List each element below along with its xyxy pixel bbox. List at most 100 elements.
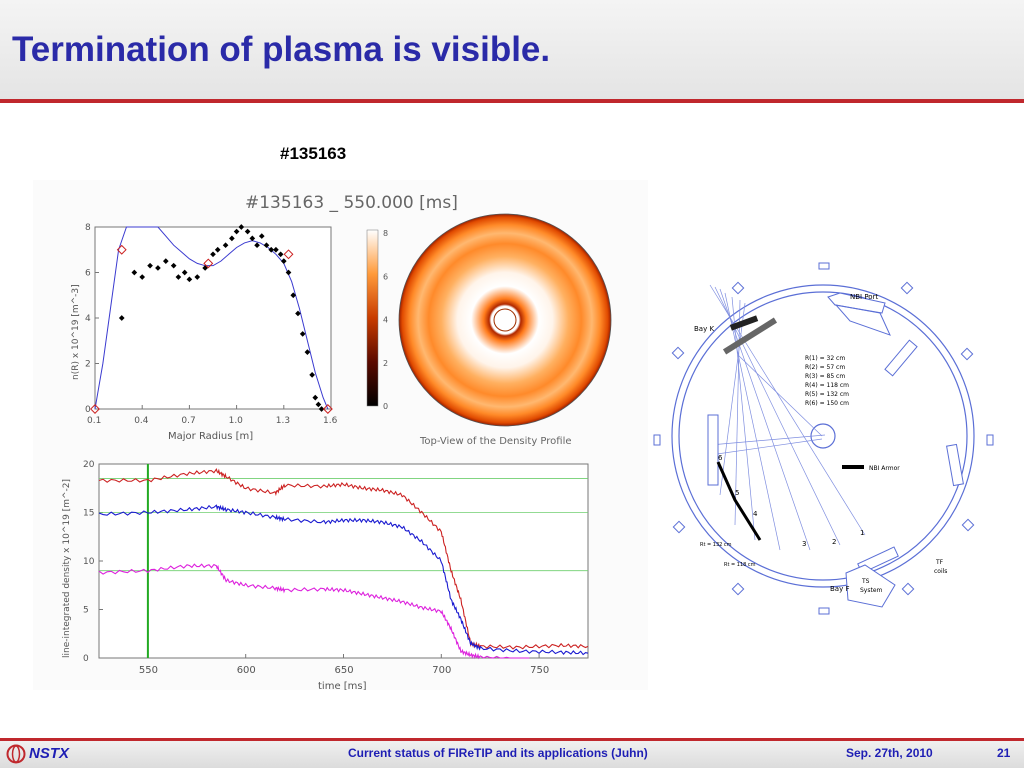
profile-data-point (131, 269, 138, 276)
title-bar (0, 0, 1024, 100)
colorbar-tick-label: 4 (383, 316, 388, 325)
nbi-armor-label: NBI Armor (869, 465, 900, 472)
density-figure: #135163 _ 550.000 [ms] 0.1 0.4 0.7 1.0 1.3 1.… (33, 180, 648, 690)
radius-legend-4: R(4) = 118 cm (805, 382, 849, 389)
tokamak-chord-diagram: NBI Port Bay K R(1) = 32 cm R(2) = 57 cm… (653, 262, 994, 615)
profile-data-point (162, 258, 169, 264)
profile-ytick-label: 8 (85, 223, 91, 233)
profile-xtick-label: 0.4 (134, 416, 149, 426)
chord-number-3: 3 (802, 540, 806, 548)
trace-xtick-label: 550 (139, 665, 158, 676)
colorbar-tick-label: 8 (383, 229, 388, 238)
profile-data-point (210, 251, 216, 258)
profile-data-point (139, 274, 146, 280)
title-divider (0, 99, 1024, 103)
nstx-logo-text: NSTX (29, 745, 70, 762)
trace-xtick-label: 750 (530, 665, 549, 676)
profile-data-point (304, 349, 311, 355)
profile-data-point (290, 292, 297, 299)
profile-data-point (181, 269, 188, 276)
profile-ytick-label: 0 (85, 405, 91, 415)
density-trace-line (98, 563, 530, 660)
radius-legend-5: R(5) = 132 cm (805, 391, 849, 398)
profile-data-point (194, 274, 201, 280)
bay-k-label: Bay K (694, 325, 714, 333)
trace-xtick-label: 650 (335, 665, 354, 676)
profile-data-point (268, 246, 275, 253)
rt-118-label: Rt = 118 cm (724, 562, 756, 568)
figure-header: #135163 _ 550.000 [ms] (245, 193, 458, 213)
profile-data-point (277, 251, 284, 258)
profile-data-point (299, 331, 306, 337)
profile-ytick-label: 6 (85, 269, 91, 279)
chord-endpoint-arc (716, 461, 762, 541)
radius-legend-3: R(3) = 85 cm (805, 373, 845, 380)
tf-coils-line1: TF (935, 559, 944, 566)
profile-ytick-label: 2 (85, 360, 91, 370)
profile-data-point (170, 262, 177, 269)
slide-title: Termination of plasma is visible. (12, 30, 551, 69)
profile-data-point (318, 406, 325, 412)
chord-number-4: 4 (753, 510, 758, 518)
trace-ytick-label: 5 (83, 606, 89, 616)
trace-xtick-label: 600 (237, 665, 256, 676)
profile-data-point (254, 242, 260, 249)
profile-ytick-label: 4 (85, 314, 91, 324)
trace-ytick-label: 15 (83, 509, 94, 519)
profile-data-point (258, 233, 265, 239)
profile-xlabel: Major Radius [m] (168, 431, 253, 442)
colorbar-tick-label: 2 (383, 359, 388, 368)
footer-divider (0, 738, 1024, 741)
profile-data-point (175, 274, 182, 280)
tf-coil-boxes (653, 262, 994, 615)
profile-xtick-label: 1.0 (229, 416, 244, 426)
profile-knot-marker (322, 404, 333, 414)
page-number: 21 (997, 746, 1011, 760)
profile-data-point (295, 310, 301, 317)
profile-fit-line (94, 226, 329, 410)
ts-system-box (845, 564, 896, 608)
trace-xlabel: time [ms] (318, 681, 367, 690)
colorbar-tick-label: 6 (383, 272, 388, 281)
tf-coils-line2: coils (934, 568, 947, 575)
density-trace-line (98, 504, 589, 656)
trace-ytick-label: 0 (83, 654, 89, 664)
footer-bar (0, 741, 1024, 768)
chord-number-6: 6 (718, 454, 723, 462)
trace-ylabel: line-integrated density x 10^19 [m^-2] (62, 479, 72, 658)
profile-knot-marker (203, 258, 214, 269)
profile-data-point (280, 258, 287, 264)
profile-xtick-label: 0.1 (87, 416, 101, 426)
radius-legend-2: R(2) = 57 cm (805, 364, 845, 371)
profile-data-point (118, 315, 125, 321)
profile-data-point (273, 246, 279, 253)
profile-data-point (315, 401, 322, 408)
rt-132-label: Rt = 132 cm (700, 542, 732, 548)
profile-data-point (155, 265, 161, 271)
profile-data-point (186, 276, 193, 283)
trace-ytick-label: 20 (83, 460, 95, 470)
bay-f-label: Bay F (830, 585, 850, 593)
radius-legend-6: R(6) = 150 cm (805, 400, 849, 407)
profile-xtick-label: 1.6 (323, 416, 338, 426)
colorbar-tick-label: 0 (383, 402, 388, 411)
nstx-logo-icon (6, 744, 26, 764)
chord-number-2: 2 (832, 538, 836, 546)
profile-ylabel: n(R) x 10^19 [m^-3] (71, 284, 81, 380)
radius-legend-1: R(1) = 32 cm (805, 355, 845, 362)
chord-number-1: 1 (860, 529, 864, 537)
ts-system-line2: System (860, 587, 883, 594)
profile-data-point (312, 394, 319, 401)
trace-ytick-label: 10 (83, 557, 95, 567)
shot-number-label: #135163 (280, 144, 347, 163)
profile-data-point (309, 372, 315, 378)
profile-data-point (285, 269, 292, 276)
trace-xtick-label: 700 (432, 665, 451, 676)
profile-knot-marker (116, 244, 127, 255)
profile-xtick-label: 1.3 (276, 416, 290, 426)
radius-legend: R(1) = 32 cm R(2) = 57 cm R(3) = 85 cm R… (805, 355, 849, 407)
footer-date: Sep. 27th, 2010 (846, 746, 933, 760)
profile-data-point (214, 246, 221, 253)
footer-presentation-title: Current status of FIReTIP and its applic… (348, 746, 648, 760)
profile-plot: 0.1 0.4 0.7 1.0 1.3 1.6 0 2 4 6 8 Major Radius [m]… (71, 223, 338, 442)
